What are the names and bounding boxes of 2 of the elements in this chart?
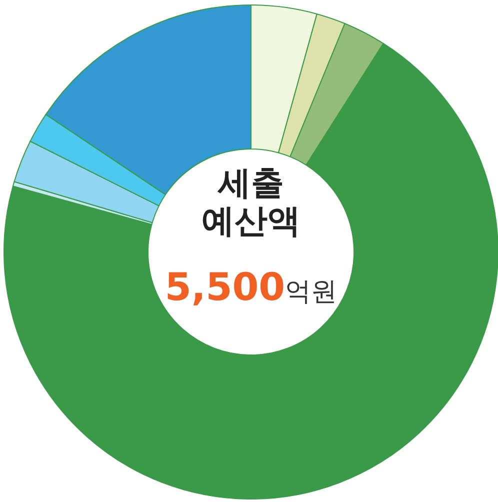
title: 세출 예산액	[202, 163, 300, 240]
annotation: 5,500억원	[164, 265, 338, 309]
